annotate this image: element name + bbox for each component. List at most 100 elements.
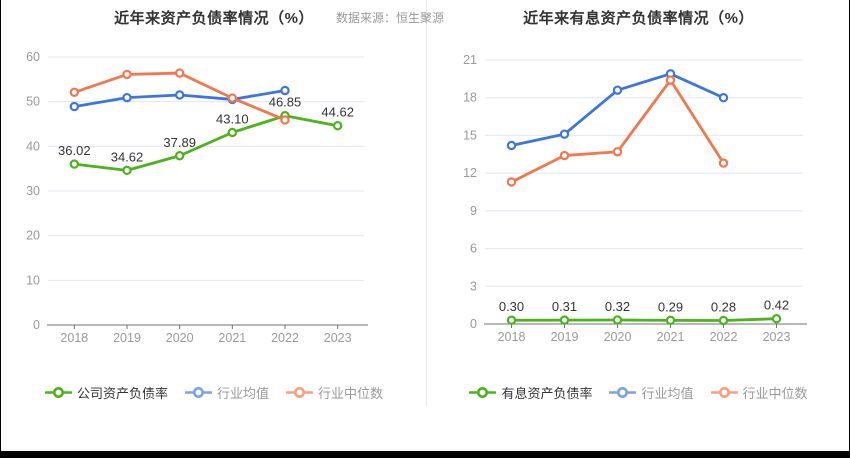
- data-point-marker: [559, 315, 570, 325]
- data-point-marker: [332, 120, 343, 131]
- x-axis-tick-label: 2022: [710, 330, 738, 344]
- data-point-label: 0.31: [552, 299, 577, 314]
- legend-item-label: 行业中位数: [742, 386, 808, 401]
- y-axis-tick-label: 50: [26, 95, 40, 109]
- data-point-marker: [771, 314, 782, 324]
- y-axis-tick-label: 3: [470, 279, 477, 293]
- x-axis-tick-label: 2019: [113, 331, 141, 345]
- data-point-label: 0.32: [605, 299, 630, 314]
- y-axis-tick-label: 9: [470, 204, 477, 218]
- legend-item[interactable]: 公司资产负债率: [44, 383, 168, 402]
- x-axis-tick-label: 2021: [218, 331, 246, 345]
- x-axis-tick-label: 2020: [604, 330, 632, 344]
- series-line: [510, 317, 778, 322]
- data-point-marker: [559, 129, 570, 139]
- y-axis-tick-label: 21: [463, 53, 477, 67]
- data-point-label: 43.10: [216, 111, 249, 126]
- data-point-label: 0.42: [764, 298, 789, 313]
- legend-line-marker-icon: [609, 387, 637, 398]
- x-axis-tick-label: 2021: [657, 330, 685, 344]
- legend-item[interactable]: 行业均值: [609, 383, 694, 402]
- x-axis-tick-label: 2018: [60, 331, 88, 345]
- data-point-label: 0.30: [499, 299, 524, 314]
- legend-line-marker-icon: [710, 387, 738, 398]
- asset-liability-chart-panel: 近年来资产负债率情况（%） 0 10 20 30 40 50 60 2018 2019 2020 2…: [1, 0, 427, 451]
- data-point-marker: [122, 92, 132, 103]
- data-point-marker: [612, 85, 623, 95]
- y-axis-tick-label: 12: [463, 166, 477, 180]
- data-point-label: 46.85: [269, 95, 302, 110]
- y-axis-tick-label: 20: [26, 229, 40, 243]
- data-point-marker: [174, 68, 185, 78]
- series-line: [510, 72, 725, 147]
- data-point-marker: [174, 151, 185, 161]
- y-axis-tick-label: 40: [26, 139, 40, 153]
- interest-bearing-ratio-chart: 0 3 6 9 12 15 18 21 2018 2019 2020 2021 2022 2023 0.30…: [463, 53, 807, 344]
- y-axis-tick-label: 6: [470, 242, 477, 256]
- legend-item-label: 行业均值: [216, 386, 269, 401]
- data-point-label: 36.02: [58, 143, 91, 158]
- data-point-marker: [227, 93, 238, 103]
- legend-item[interactable]: 行业中位数: [286, 383, 383, 402]
- data-point-label: 0.28: [711, 299, 736, 314]
- legend-item-label: 行业中位数: [318, 386, 384, 401]
- legend-line-marker-icon: [469, 387, 497, 398]
- y-axis-tick-label: 60: [26, 50, 40, 64]
- data-point-marker: [718, 315, 729, 326]
- data-point-marker: [612, 147, 623, 157]
- legend-item[interactable]: 有息资产负债率: [469, 383, 592, 402]
- legend-marker-ring: [477, 387, 489, 398]
- legend-marker-ring: [294, 387, 305, 398]
- right-chart-title: 近年来有息资产负债率情况（%）: [523, 10, 754, 27]
- legend-item-label: 行业均值: [641, 386, 694, 401]
- legend-marker-ring: [617, 387, 629, 398]
- data-point-marker: [718, 93, 729, 103]
- interest-bearing-chart-panel: 近年来有息资产负债率情况（%） 0 3 6 9 12 15 18 21 2018 2019 2020…: [427, 0, 849, 451]
- data-point-marker: [506, 140, 517, 151]
- y-axis-tick-label: 10: [26, 273, 40, 287]
- data-point-marker: [506, 315, 517, 325]
- data-point-marker: [665, 75, 676, 85]
- data-point-marker: [718, 158, 729, 168]
- series-line: [510, 78, 725, 184]
- data-point-label: 44.62: [321, 105, 354, 120]
- panel-divider: [426, 0, 427, 406]
- data-point-marker: [227, 127, 238, 138]
- x-axis-tick-label: 2019: [551, 330, 579, 344]
- legend-item-label: 公司资产负债率: [76, 386, 168, 401]
- right-chart-legend: 有息资产负债率 行业均值 行业中位数: [427, 383, 849, 402]
- legend-line-marker-icon: [44, 387, 72, 398]
- legend-marker-ring: [718, 387, 730, 398]
- asset-liability-ratio-chart: 0 10 20 30 40 50 60 2018 2019 2020 2021 2022 2023 36.…: [26, 50, 368, 345]
- bottom-border-bar: [1, 451, 849, 458]
- data-point-label: 34.62: [111, 149, 144, 164]
- data-point-marker: [122, 165, 132, 176]
- legend-item[interactable]: 行业均值: [184, 383, 269, 402]
- data-point-marker: [559, 150, 570, 161]
- y-axis-tick-label: 0: [470, 317, 477, 331]
- data-source-label: 数据来源：恒生聚源: [336, 11, 445, 25]
- y-axis-tick-label: 30: [26, 184, 40, 198]
- legend-line-marker-icon: [184, 387, 212, 398]
- legend-marker-ring: [192, 387, 204, 398]
- x-axis-tick-label: 2022: [271, 331, 299, 345]
- data-point-marker: [69, 101, 80, 112]
- left-chart-title: 近年来资产负债率情况（%）: [114, 10, 314, 27]
- y-axis-tick-label: 18: [463, 91, 477, 105]
- x-axis-tick-label: 2023: [763, 330, 791, 344]
- series-line: [72, 114, 340, 172]
- data-point-marker: [506, 177, 517, 187]
- data-point-marker: [665, 315, 676, 326]
- data-point-label: 37.89: [163, 135, 196, 150]
- left-chart-legend: 公司资产负债率 行业均值 行业中位数: [1, 383, 427, 402]
- x-axis-tick-label: 2023: [324, 331, 352, 345]
- legend-marker-ring: [52, 387, 64, 398]
- data-point-marker: [280, 115, 290, 125]
- legend-item-label: 有息资产负债率: [501, 386, 593, 401]
- data-point-marker: [122, 69, 132, 80]
- legend-item[interactable]: 行业中位数: [710, 383, 808, 402]
- x-axis-tick-label: 2020: [166, 331, 194, 345]
- data-point-label: 0.29: [658, 299, 683, 314]
- y-axis-tick-label: 15: [463, 128, 477, 142]
